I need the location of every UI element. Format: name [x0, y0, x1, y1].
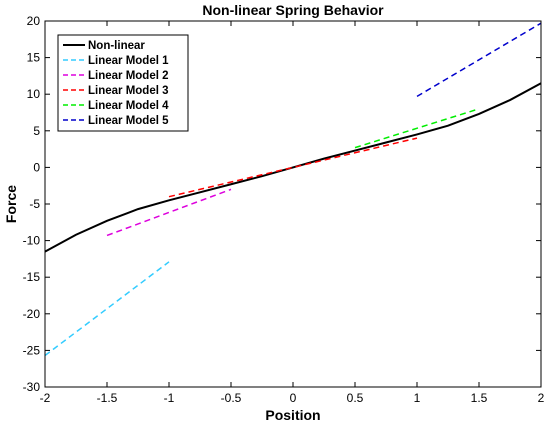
x-tick-label: 1.5: [471, 391, 488, 405]
y-tick-label: -5: [29, 197, 40, 211]
y-tick-label: -20: [23, 307, 41, 321]
x-axis-label: Position: [265, 407, 320, 423]
y-tick-label: -10: [23, 234, 41, 248]
x-tick-label: 0: [290, 391, 297, 405]
series-line-linear-model-4: [354, 108, 480, 149]
y-axis-ticks: -30 -25 -20 -15 -10 -5 0 5 10 15 20: [23, 14, 541, 394]
series-line-linear-model-2: [106, 188, 232, 237]
series-line-linear-model-3: [168, 137, 418, 198]
x-tick-label: -0.5: [221, 391, 242, 405]
y-tick-label: 0: [33, 160, 40, 174]
x-axis-ticks: -2 -1.5 -1 -0.5 0 0.5 1 1.5 2: [40, 21, 545, 405]
series-line-linear-model-5: [416, 22, 542, 98]
x-tick-label: 2: [538, 391, 545, 405]
y-tick-label: -30: [23, 380, 41, 394]
y-tick-label: 20: [27, 14, 41, 28]
legend-entry-label: Linear Model 3: [88, 85, 169, 97]
series-layer: [44, 22, 542, 357]
x-tick-label: -1.5: [97, 391, 118, 405]
y-axis-label: Force: [3, 185, 19, 223]
y-tick-label: 10: [27, 87, 41, 101]
y-tick-label: -25: [23, 343, 41, 357]
legend-entry-label: Linear Model 5: [88, 115, 169, 127]
x-tick-label: 0.5: [347, 391, 364, 405]
legend-entry-label: Linear Model 4: [88, 100, 169, 112]
y-tick-label: 5: [33, 124, 40, 138]
x-tick-label: -2: [40, 391, 51, 405]
legend-box: [57, 34, 189, 132]
series-line-non-linear: [44, 82, 542, 253]
legend-entry-label: Non-linear: [88, 40, 145, 52]
legend-entry-label: Linear Model 2: [88, 70, 169, 82]
series-line-linear-model-1: [44, 261, 170, 357]
y-tick-label: 15: [27, 51, 41, 65]
legend: Non-linear Linear Model 1 Linear Model 2 Li…: [57, 34, 189, 132]
x-tick-label: -1: [164, 391, 175, 405]
y-tick-label: -15: [23, 270, 41, 284]
x-tick-label: 1: [414, 391, 421, 405]
legend-entry-label: Linear Model 1: [88, 55, 169, 67]
chart-title: Non-linear Spring Behavior: [202, 2, 384, 18]
